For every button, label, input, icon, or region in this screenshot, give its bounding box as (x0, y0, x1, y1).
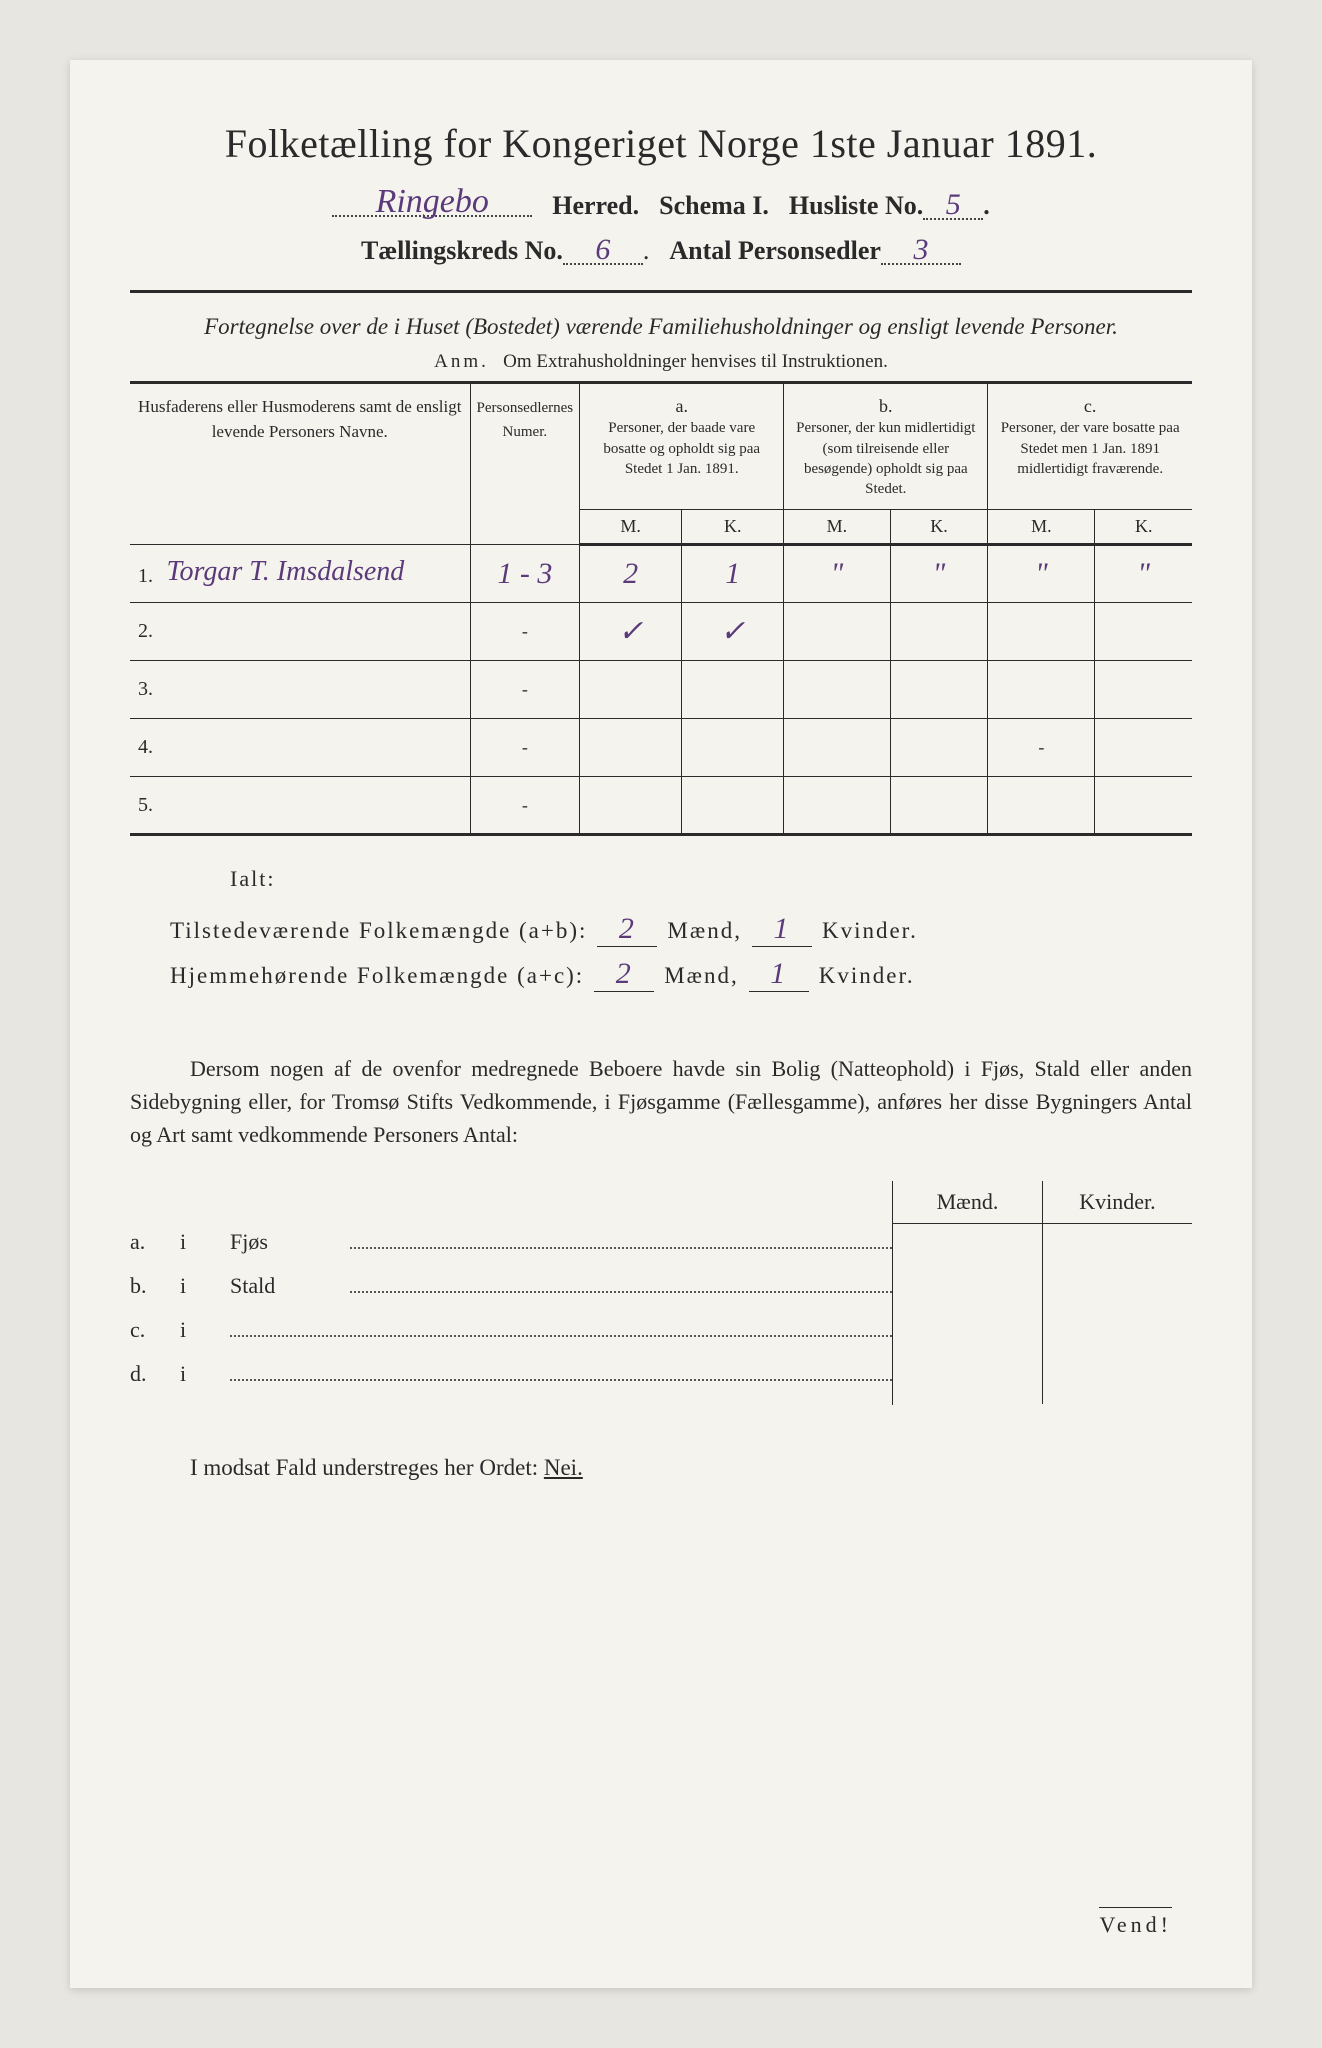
husliste-field: 5 (923, 188, 983, 220)
mk-header: Mænd. Kvinder. (893, 1181, 1192, 1224)
mk-a-k: K. (682, 510, 784, 545)
building-right: Mænd. Kvinder. (892, 1181, 1192, 1405)
hjemme-label: Hjemmehørende Folkemængde (a+c): (170, 963, 584, 989)
header-row-1: Ringebo Herred. Schema I. Husliste No. 5… (130, 185, 1192, 221)
nei-word: Nei. (544, 1455, 583, 1480)
antal-field: 3 (881, 233, 961, 265)
tilstede-line: Tilstedeværende Folkemængde (a+b): 2 Mæn… (170, 912, 1192, 947)
kreds-field: 6 (563, 233, 643, 265)
hjemme-k: 1 (770, 957, 787, 990)
building-left: a. i Fjøs b. i Stald c. i d. i (130, 1181, 892, 1405)
divider (130, 290, 1192, 293)
antal-label: Antal Personsedler (669, 236, 881, 266)
dotted-line (350, 1231, 892, 1249)
paragraph: Dersom nogen af de ovenfor medregnede Be… (130, 1052, 1192, 1151)
header-row-2: Tællingskreds No. 6 . Antal Personsedler… (130, 233, 1192, 266)
col-sedler: Personsedlernes Numer. (470, 383, 580, 545)
anm-prefix: Anm. (434, 351, 489, 372)
maend-header: Mænd. (893, 1181, 1043, 1223)
kreds-label: Tællingskreds No. (361, 236, 563, 266)
mk-b-m: M. (784, 510, 890, 545)
dotted-line (230, 1319, 892, 1337)
form-title: Folketælling for Kongeriget Norge 1ste J… (130, 120, 1192, 167)
col-b: b. Personer, der kun midlertidigt (som t… (784, 383, 988, 510)
footer-line: I modsat Fald understreges her Ordet: Ne… (190, 1455, 1192, 1481)
building-table: a. i Fjøs b. i Stald c. i d. i (130, 1181, 1192, 1405)
kvinder-header: Kvinder. (1043, 1181, 1192, 1223)
building-row: b. i Stald (130, 1273, 892, 1299)
mk-b-k: K. (890, 510, 988, 545)
husliste-value: 5 (946, 188, 961, 221)
herred-label: Herred. (552, 191, 639, 221)
herred-field: Ringebo (332, 185, 532, 217)
col-c: c. Personer, der vare bosatte paa Stedet… (988, 383, 1192, 510)
anm-text: Om Extrahusholdninger henvises til Instr… (503, 351, 888, 372)
hjemme-m: 2 (616, 957, 633, 990)
subtitle: Fortegnelse over de i Huset (Bostedet) v… (130, 311, 1192, 343)
vend-label: Vend! (1099, 1907, 1172, 1938)
main-table: Husfaderens eller Husmoderens samt de en… (130, 381, 1192, 836)
col-a: a. Personer, der baade vare bosatte og o… (580, 383, 784, 510)
building-row: d. i (130, 1361, 892, 1387)
hjemme-line: Hjemmehørende Folkemængde (a+c): 2 Mænd,… (170, 957, 1192, 992)
building-row: a. i Fjøs (130, 1229, 892, 1255)
mk-c-k: K. (1095, 510, 1192, 545)
census-form-page: Folketælling for Kongeriget Norge 1ste J… (70, 60, 1252, 1988)
tilstede-m: 2 (619, 912, 636, 945)
col-name: Husfaderens eller Husmoderens samt de en… (130, 383, 470, 545)
table-row: 1. Torgar T. Imsdalsend 1 - 3 2 1 " " " … (130, 545, 1192, 603)
husliste-label: Husliste No. (789, 191, 923, 221)
table-row: 3. - (130, 661, 1192, 719)
ialt-label: Ialt: (230, 866, 1192, 892)
herred-value: Ringebo (376, 183, 489, 220)
dotted-line (350, 1275, 892, 1293)
antal-value: 3 (913, 233, 928, 266)
table-row: 4. - - (130, 719, 1192, 777)
mk-c-m: M. (988, 510, 1095, 545)
mk-body (893, 1224, 1192, 1404)
table-header-row: Husfaderens eller Husmoderens samt de en… (130, 383, 1192, 510)
kreds-value: 6 (595, 233, 610, 266)
anm-line: Anm. Om Extrahusholdninger henvises til … (130, 351, 1192, 373)
mk-a-m: M. (580, 510, 682, 545)
row-name: Torgar T. Imsdalsend (167, 556, 405, 587)
table-row: 5. - (130, 777, 1192, 835)
tilstede-k: 1 (773, 912, 790, 945)
building-row: c. i (130, 1317, 892, 1343)
schema-label: Schema I. (659, 191, 769, 221)
tilstede-label: Tilstedeværende Folkemængde (a+b): (170, 918, 587, 944)
dotted-line (230, 1363, 892, 1381)
table-row: 2. - ✓ ✓ (130, 603, 1192, 661)
